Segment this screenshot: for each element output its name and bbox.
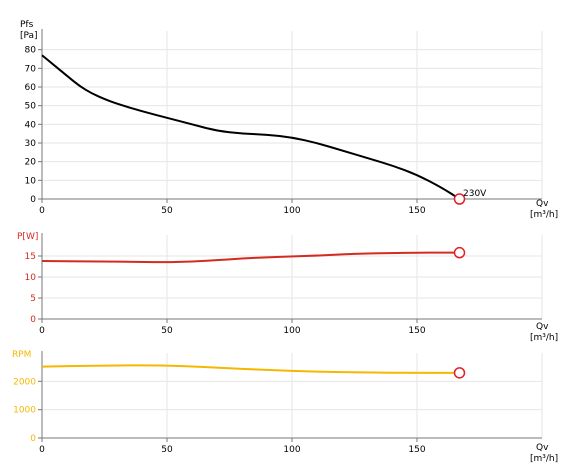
pressure-x-tick-label: 0 (39, 206, 45, 216)
power-x-tick-label: 100 (283, 326, 300, 336)
rpm-x-tick-label: 0 (39, 445, 45, 455)
rpm-x-tick-label: 50 (161, 445, 173, 455)
rpm-series-line (41, 364, 460, 374)
series-label-230v: 230V (463, 189, 487, 199)
pressure-y-axis-unit: [Pa] (20, 31, 38, 41)
pressure-series-line (41, 54, 461, 200)
pressure-y-tick-label: 0 (30, 195, 36, 205)
pressure-operating-point-marker (453, 193, 466, 205)
rpm-y-tick-label: 0 (30, 434, 36, 444)
pressure-y-tick-label: 10 (25, 176, 37, 186)
pressure-x-axis-label: Qv (536, 199, 549, 209)
power-y-tick-label: 0 (30, 315, 36, 325)
power-x-tick-label: 150 (408, 326, 425, 336)
power-y-tick-label: 5 (30, 294, 36, 304)
power-x-axis-label: Qv (536, 322, 549, 332)
power-x-axis-unit: [m³/h] (530, 333, 558, 343)
pressure-chart: Pfs [Pa] Qv [m³/h] 230V 0 50 100 150 0 10 20 30… (20, 20, 558, 220)
pressure-y-tick-label: 60 (25, 83, 37, 93)
rpm-y-tick-label: 2000 (13, 377, 36, 387)
pressure-y-tick-label: 50 (25, 102, 37, 112)
pressure-y-tick-label: 70 (25, 64, 37, 74)
power-operating-point-marker (453, 246, 466, 259)
pressure-y-tick-label: 30 (25, 139, 37, 149)
pressure-y-axis-label: Pfs (20, 20, 34, 30)
pressure-x-tick-label: 100 (283, 206, 300, 216)
rpm-x-tick-label: 150 (408, 445, 425, 455)
pressure-x-axis-unit: [m³/h] (530, 210, 558, 220)
pressure-x-tick-label: 50 (161, 206, 173, 216)
pressure-x-tick-label: 150 (408, 206, 425, 216)
rpm-y-tick-label: 1000 (13, 406, 36, 416)
rpm-x-axis-unit: [m³/h] (530, 454, 558, 464)
rpm-operating-point-marker (453, 367, 466, 379)
rpm-x-tick-label: 100 (283, 445, 300, 455)
pressure-y-tick-label: 20 (25, 158, 37, 168)
pressure-y-tick-label: 40 (25, 120, 37, 130)
rpm-chart: RPM Qv [m³/h] 0 50 100 150 0 1000 2000 (12, 350, 558, 464)
rpm-y-axis-label: RPM (12, 350, 31, 360)
power-series-line (41, 251, 460, 264)
power-y-axis-label: P[W] (17, 232, 38, 242)
rpm-x-axis-label: Qv (536, 443, 549, 453)
power-x-tick-label: 0 (39, 326, 45, 336)
power-y-tick-label: 15 (25, 252, 36, 262)
power-y-tick-label: 10 (25, 273, 37, 283)
power-x-tick-label: 50 (161, 326, 173, 336)
pressure-y-tick-label: 80 (25, 46, 37, 56)
power-chart: P[W] Qv [m³/h] 0 50 100 150 0 5 10 15 (17, 232, 558, 343)
